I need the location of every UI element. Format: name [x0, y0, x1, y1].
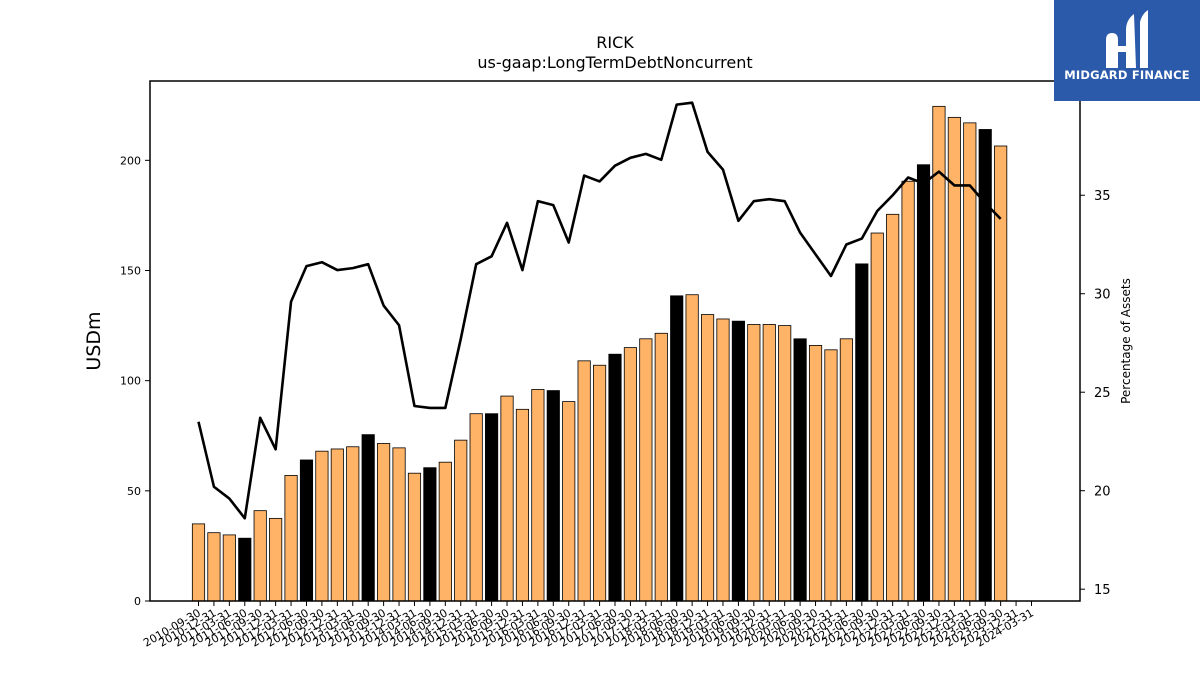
- bar-2015-12-31: [515, 408, 530, 602]
- bar-2014-09-30: [438, 461, 452, 602]
- logo-mark-icon: [1106, 10, 1148, 68]
- x-axis: 2010-09-302010-12-312011-03-312011-06-30…: [141, 601, 1036, 650]
- bar-2011-06-30: [238, 537, 252, 602]
- bar-2020-12-31: [824, 349, 838, 602]
- bar-2012-12-31: [330, 448, 344, 602]
- bar-2023-06-30: [978, 129, 992, 602]
- bar-2017-09-30: [623, 347, 638, 602]
- bar-2015-09-30: [500, 395, 514, 602]
- bar-2011-03-31: [222, 534, 236, 602]
- bar-2013-03-31: [346, 446, 360, 602]
- right-tick-label: 25: [1094, 386, 1111, 401]
- left-axis: 0 50 100 150 200: [120, 154, 150, 608]
- right-tick-label: 35: [1094, 189, 1111, 204]
- right-tick-label: 30: [1094, 288, 1111, 303]
- bar-2021-12-31: [886, 213, 900, 602]
- bar-2019-12-31: [762, 324, 776, 602]
- left-tick-label: 50: [127, 485, 141, 498]
- line-group: [197, 101, 1002, 520]
- right-tick-label: 15: [1094, 583, 1111, 598]
- bar-2023-03-31: [963, 122, 977, 602]
- bar-2016-03-31: [531, 389, 545, 602]
- bar-2011-09-30: [253, 510, 267, 602]
- bar-2021-06-30: [855, 263, 869, 602]
- bar-2010-09-30: [191, 523, 206, 602]
- bar-2017-03-31: [593, 364, 607, 602]
- bar-2019-09-30: [747, 324, 761, 602]
- bar-2016-09-30: [562, 401, 576, 602]
- bar-2020-09-30: [808, 345, 823, 602]
- bar-2022-12-31: [947, 116, 961, 602]
- bar-2010-12-31: [207, 532, 221, 602]
- right-axis-label: Percentage of Assets: [1119, 278, 1133, 404]
- bar-2016-06-30: [546, 390, 560, 602]
- left-tick-label: 100: [120, 375, 141, 388]
- left-tick-label: 0: [134, 595, 141, 608]
- bar-2012-09-30: [315, 450, 329, 602]
- bar-2014-03-31: [407, 472, 422, 602]
- left-tick-label: 200: [120, 154, 141, 167]
- bar-2015-03-31: [469, 413, 483, 602]
- bar-2012-06-30: [299, 459, 314, 602]
- bar-2019-06-30: [731, 320, 745, 602]
- bar-2016-12-31: [577, 360, 591, 602]
- percentage-line: [197, 101, 1002, 520]
- bar-2014-06-30: [423, 467, 437, 602]
- bar-2013-06-30: [361, 434, 375, 602]
- left-axis-label: USDm: [83, 311, 105, 370]
- bar-2019-03-31: [716, 318, 730, 602]
- bar-2013-12-31: [392, 447, 406, 602]
- bar-2013-09-30: [377, 443, 391, 602]
- bar-2011-12-31: [269, 517, 283, 602]
- bar-2020-03-31: [778, 325, 792, 602]
- bar-2022-03-31: [901, 180, 915, 602]
- bar-2018-03-31: [654, 332, 668, 602]
- bar-2018-06-30: [670, 295, 684, 602]
- bar-2014-12-31: [454, 439, 468, 602]
- bar-2015-06-30: [485, 413, 499, 602]
- logo-wordmark: MIDGARD FINANCE: [1064, 68, 1190, 82]
- right-tick-label: 20: [1094, 485, 1111, 500]
- bar-2022-06-30: [916, 164, 931, 602]
- chart-subtitle: us-gaap:LongTermDebtNoncurrent: [477, 53, 752, 72]
- bar-2022-09-30: [932, 105, 946, 602]
- chart-title: RICK: [596, 33, 634, 52]
- bar-2018-12-31: [700, 314, 715, 602]
- left-tick-label: 150: [120, 264, 141, 277]
- right-axis: 15 20 25 30 35: [1080, 189, 1111, 598]
- bar-2017-12-31: [639, 338, 653, 602]
- bar-2021-03-31: [839, 338, 853, 602]
- bar-2021-09-30: [870, 232, 884, 602]
- brand-logo: MIDGARD FINANCE: [1054, 0, 1200, 101]
- bar-2020-06-30: [793, 338, 807, 602]
- bar-2017-06-30: [608, 353, 622, 602]
- bar-2012-03-31: [284, 475, 298, 602]
- bar-2018-09-30: [685, 294, 699, 602]
